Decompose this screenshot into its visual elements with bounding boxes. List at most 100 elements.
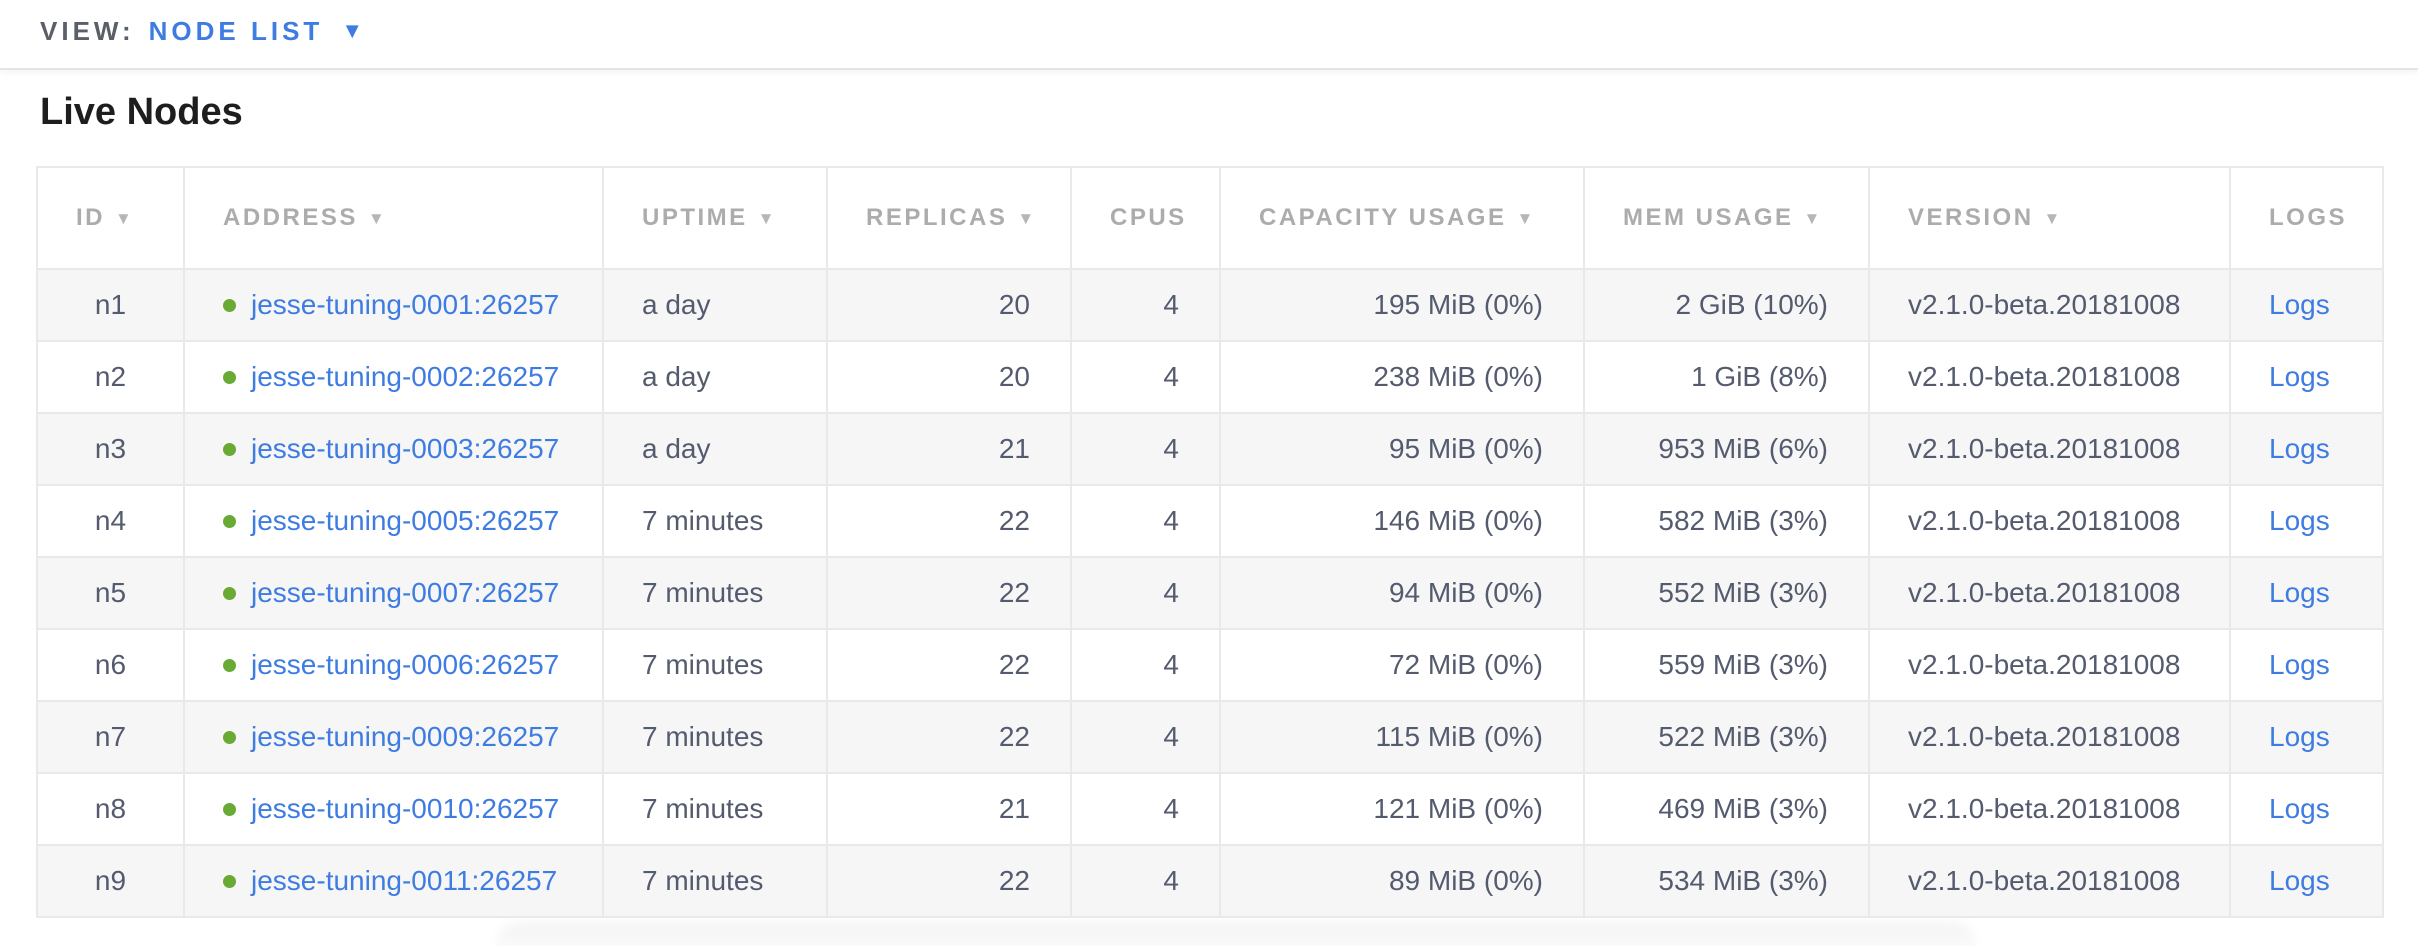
node-version-cell: v2.1.0-beta.20181008 [1868,411,2231,486]
node-live-status-icon [223,370,236,384]
column-header-capacity[interactable]: CAPACITY USAGE ▼ [1219,165,1585,270]
node-version-cell: v2.1.0-beta.20181008 [1868,699,2231,774]
column-label: REPLICAS [866,203,1008,231]
node-id-cell: n6 [36,627,185,702]
node-logs-cell: Logs [2229,339,2384,414]
table-row: n5 jesse-tuning-0007:26257 7 minutes 22 4 94 … [36,555,2384,630]
node-mem-cell: 582 MiB (3%) [1583,483,1870,558]
node-capacity-cell: 121 MiB (0%) [1219,771,1585,846]
node-address-link[interactable]: jesse-tuning-0002:26257 [251,360,560,392]
sort-desc-icon: ▼ [757,208,777,228]
node-live-status-icon [223,874,236,888]
view-label: VIEW: [40,15,135,46]
node-logs-cell: Logs [2229,627,2384,702]
node-address-link[interactable]: jesse-tuning-0001:26257 [251,288,560,320]
node-address-link[interactable]: jesse-tuning-0011:26257 [251,864,558,896]
sort-desc-icon: ▼ [1803,208,1823,228]
table-header-row: ID ▼ ADDRESS ▼ UPTIME ▼ REPLICAS ▼ CPUS CAPACITY … [36,165,2384,270]
node-logs-cell: Logs [2229,483,2384,558]
column-label: CPUS [1110,203,1187,231]
column-label: ID [76,203,105,231]
node-address-cell: jesse-tuning-0007:26257 [183,555,604,630]
node-id-cell: n9 [36,843,185,918]
logs-link[interactable]: Logs [2269,792,2330,824]
node-logs-cell: Logs [2229,843,2384,918]
node-replicas-cell: 20 [826,267,1072,342]
node-address-link[interactable]: jesse-tuning-0009:26257 [251,720,560,752]
column-header-mem[interactable]: MEM USAGE ▼ [1583,165,1870,270]
table-row: n9 jesse-tuning-0011:26257 7 minutes 22 4 89 … [36,843,2384,918]
node-uptime-cell: 7 minutes [602,843,828,918]
column-label: CAPACITY USAGE [1259,203,1507,231]
node-address-link[interactable]: jesse-tuning-0006:26257 [251,648,560,680]
table-row: n2 jesse-tuning-0002:26257 a day 20 4 238 MiB… [36,339,2384,414]
node-address-link[interactable]: jesse-tuning-0010:26257 [251,792,560,824]
node-live-status-icon [223,514,236,528]
column-label: ADDRESS [223,203,358,231]
table-row: n4 jesse-tuning-0005:26257 7 minutes 22 4 146… [36,483,2384,558]
node-capacity-cell: 115 MiB (0%) [1219,699,1585,774]
logs-link[interactable]: Logs [2269,432,2330,464]
node-address-cell: jesse-tuning-0002:26257 [183,339,604,414]
node-mem-cell: 953 MiB (6%) [1583,411,1870,486]
node-capacity-cell: 89 MiB (0%) [1219,843,1585,918]
node-mem-cell: 522 MiB (3%) [1583,699,1870,774]
logs-link[interactable]: Logs [2269,648,2330,680]
node-id-cell: n8 [36,771,185,846]
sort-desc-icon: ▼ [115,208,135,228]
node-replicas-cell: 20 [826,339,1072,414]
node-mem-cell: 552 MiB (3%) [1583,555,1870,630]
node-logs-cell: Logs [2229,699,2384,774]
node-logs-cell: Logs [2229,555,2384,630]
node-capacity-cell: 95 MiB (0%) [1219,411,1585,486]
node-uptime-cell: 7 minutes [602,699,828,774]
node-address-link[interactable]: jesse-tuning-0003:26257 [251,432,560,464]
node-uptime-cell: a day [602,267,828,342]
live-nodes-table: ID ▼ ADDRESS ▼ UPTIME ▼ REPLICAS ▼ CPUS CAPACITY … [36,165,2384,918]
node-logs-cell: Logs [2229,267,2384,342]
node-replicas-cell: 22 [826,483,1072,558]
node-address-cell: jesse-tuning-0009:26257 [183,699,604,774]
logs-link[interactable]: Logs [2269,288,2330,320]
column-label: UPTIME [642,203,748,231]
column-header-id[interactable]: ID ▼ [36,165,185,270]
node-mem-cell: 469 MiB (3%) [1583,771,1870,846]
sort-desc-icon: ▼ [2043,208,2063,228]
column-header-cpus: CPUS [1070,165,1221,270]
node-replicas-cell: 22 [826,843,1072,918]
logs-link[interactable]: Logs [2269,864,2330,896]
node-mem-cell: 1 GiB (8%) [1583,339,1870,414]
view-selector-dropdown[interactable]: NODE LIST ▼ [149,16,363,47]
node-version-cell: v2.1.0-beta.20181008 [1868,771,2231,846]
node-address-cell: jesse-tuning-0011:26257 [183,843,604,918]
column-header-logs: LOGS [2229,165,2384,270]
node-mem-cell: 2 GiB (10%) [1583,267,1870,342]
node-id-cell: n3 [36,411,185,486]
node-address-cell: jesse-tuning-0010:26257 [183,771,604,846]
node-uptime-cell: 7 minutes [602,771,828,846]
column-header-address[interactable]: ADDRESS ▼ [183,165,604,270]
node-replicas-cell: 22 [826,699,1072,774]
node-address-link[interactable]: jesse-tuning-0005:26257 [251,504,560,536]
node-replicas-cell: 22 [826,555,1072,630]
node-live-status-icon [223,730,236,744]
node-cpus-cell: 4 [1070,555,1221,630]
logs-link[interactable]: Logs [2269,360,2330,392]
node-id-cell: n1 [36,267,185,342]
node-id-cell: n4 [36,483,185,558]
node-live-status-icon [223,442,236,456]
column-header-replicas[interactable]: REPLICAS ▼ [826,165,1072,270]
column-header-version[interactable]: VERSION ▼ [1868,165,2231,270]
logs-link[interactable]: Logs [2269,720,2330,752]
table-row: n8 jesse-tuning-0010:26257 7 minutes 21 4 121… [36,771,2384,846]
node-capacity-cell: 94 MiB (0%) [1219,555,1585,630]
node-address-link[interactable]: jesse-tuning-0007:26257 [251,576,560,608]
node-logs-cell: Logs [2229,411,2384,486]
column-header-uptime[interactable]: UPTIME ▼ [602,165,828,270]
logs-link[interactable]: Logs [2269,504,2330,536]
logs-link[interactable]: Logs [2269,576,2330,608]
sort-desc-icon: ▼ [367,208,388,228]
node-uptime-cell: a day [602,411,828,486]
view-bar: VIEW: NODE LIST ▼ [0,0,2418,70]
